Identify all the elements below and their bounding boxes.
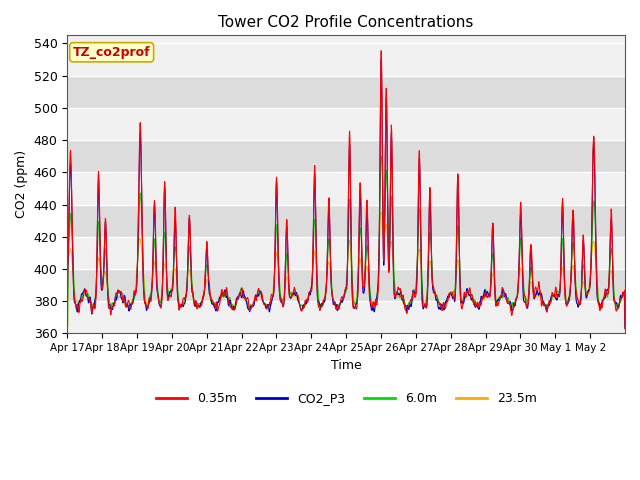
Bar bbox=[67, 204, 625, 237]
Title: Tower CO2 Profile Concentrations: Tower CO2 Profile Concentrations bbox=[218, 15, 474, 30]
Bar bbox=[67, 108, 625, 140]
Text: TZ_co2prof: TZ_co2prof bbox=[73, 46, 150, 59]
Bar bbox=[67, 76, 625, 108]
Bar bbox=[67, 43, 625, 76]
X-axis label: Time: Time bbox=[331, 359, 362, 372]
Bar bbox=[67, 269, 625, 301]
Legend: 0.35m, CO2_P3, 6.0m, 23.5m: 0.35m, CO2_P3, 6.0m, 23.5m bbox=[150, 387, 542, 410]
Bar bbox=[67, 140, 625, 172]
Bar bbox=[67, 301, 625, 334]
Y-axis label: CO2 (ppm): CO2 (ppm) bbox=[15, 150, 28, 218]
Bar bbox=[67, 237, 625, 269]
Bar bbox=[67, 172, 625, 204]
